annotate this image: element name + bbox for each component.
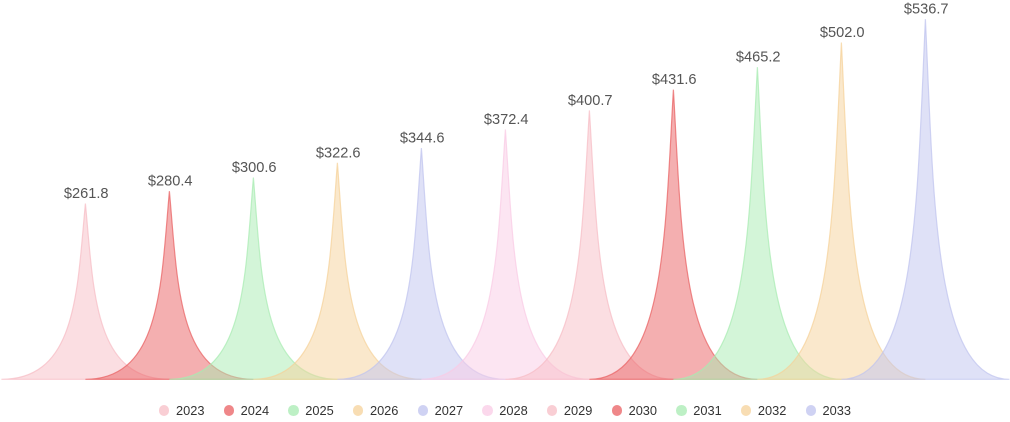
svg-text:$300.6: $300.6 — [232, 160, 277, 176]
svg-text:$344.6: $344.6 — [400, 131, 445, 147]
svg-text:$502.0: $502.0 — [820, 25, 865, 41]
svg-text:$431.6: $431.6 — [652, 72, 697, 88]
svg-text:$536.7: $536.7 — [904, 2, 949, 18]
svg-text:$280.4: $280.4 — [148, 174, 193, 190]
svg-text:$372.4: $372.4 — [484, 112, 529, 128]
svg-text:$465.2: $465.2 — [736, 50, 781, 66]
svg-text:$261.8: $261.8 — [64, 186, 109, 202]
svg-text:$400.7: $400.7 — [568, 93, 613, 109]
svg-text:$322.6: $322.6 — [316, 145, 361, 161]
